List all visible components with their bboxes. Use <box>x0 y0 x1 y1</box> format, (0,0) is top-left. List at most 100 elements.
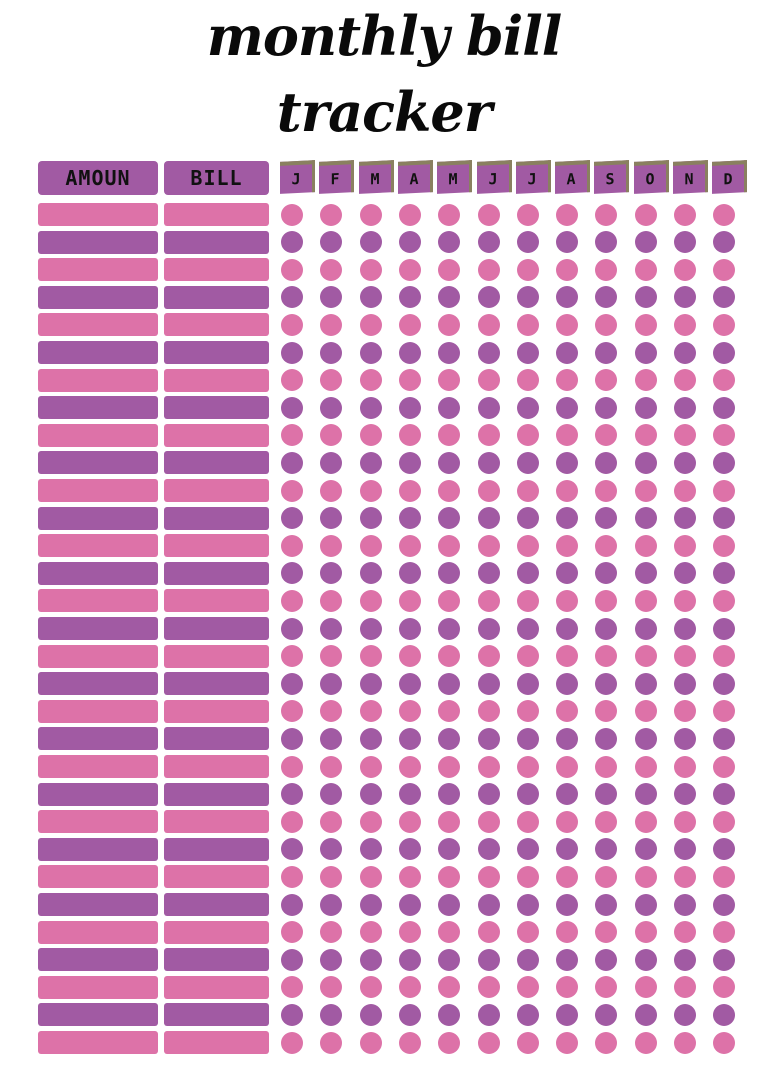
month-check-dot[interactable] <box>359 369 382 392</box>
amount-cell[interactable] <box>38 203 158 226</box>
month-check-dot[interactable] <box>320 313 343 336</box>
month-check-dot[interactable] <box>595 672 618 695</box>
month-check-dot[interactable] <box>634 507 657 530</box>
month-check-dot[interactable] <box>674 672 696 695</box>
bill-cell[interactable] <box>164 341 269 364</box>
month-check-dot[interactable] <box>634 1031 657 1054</box>
amount-cell[interactable] <box>38 368 158 392</box>
amount-cell[interactable] <box>38 451 158 475</box>
month-check-dot[interactable] <box>398 562 421 585</box>
month-check-dot[interactable] <box>634 893 657 916</box>
month-check-dot[interactable] <box>359 976 382 999</box>
month-check-dot[interactable] <box>595 838 618 861</box>
month-check-dot[interactable] <box>516 1031 539 1054</box>
bill-cell[interactable] <box>164 451 269 475</box>
month-check-dot[interactable] <box>516 231 539 254</box>
month-check-dot[interactable] <box>516 562 539 585</box>
month-check-dot[interactable] <box>320 810 343 833</box>
month-check-dot[interactable] <box>516 1003 539 1026</box>
month-check-dot[interactable] <box>556 396 579 419</box>
month-check-dot[interactable] <box>398 203 421 226</box>
month-check-dot[interactable] <box>556 451 579 474</box>
month-check-dot[interactable] <box>556 1031 579 1054</box>
month-check-dot[interactable] <box>281 1031 303 1054</box>
month-check-dot[interactable] <box>713 727 736 750</box>
month-check-dot[interactable] <box>556 479 579 502</box>
month-check-dot[interactable] <box>281 203 303 226</box>
month-check-dot[interactable] <box>320 1031 343 1054</box>
month-check-dot[interactable] <box>281 865 303 888</box>
bill-cell[interactable] <box>164 644 269 668</box>
month-check-dot[interactable] <box>398 507 421 530</box>
amount-cell[interactable] <box>38 589 158 613</box>
amount-cell[interactable] <box>38 948 158 972</box>
month-check-dot[interactable] <box>713 507 736 530</box>
month-check-dot[interactable] <box>359 838 382 861</box>
month-check-dot[interactable] <box>320 589 343 612</box>
month-check-dot[interactable] <box>674 424 696 447</box>
month-check-dot[interactable] <box>438 948 461 971</box>
month-check-dot[interactable] <box>713 562 736 585</box>
amount-cell[interactable] <box>38 561 158 585</box>
month-check-dot[interactable] <box>556 727 579 750</box>
bill-cell[interactable] <box>164 617 269 640</box>
month-check-dot[interactable] <box>359 700 382 723</box>
month-check-dot[interactable] <box>359 203 382 226</box>
month-check-dot[interactable] <box>438 369 461 392</box>
month-check-dot[interactable] <box>556 534 579 557</box>
month-check-dot[interactable] <box>438 203 461 226</box>
bill-cell[interactable] <box>164 368 269 392</box>
month-check-dot[interactable] <box>674 451 696 474</box>
month-check-dot[interactable] <box>516 451 539 474</box>
month-check-dot[interactable] <box>320 672 343 695</box>
month-check-dot[interactable] <box>713 921 736 944</box>
amount-cell[interactable] <box>38 479 158 502</box>
month-check-dot[interactable] <box>359 1031 382 1054</box>
month-check-dot[interactable] <box>398 534 421 557</box>
month-check-dot[interactable] <box>713 341 736 364</box>
bill-cell[interactable] <box>164 920 269 944</box>
amount-cell[interactable] <box>38 975 158 999</box>
month-check-dot[interactable] <box>477 534 500 557</box>
month-check-dot[interactable] <box>674 507 696 530</box>
month-check-dot[interactable] <box>595 1031 618 1054</box>
month-check-dot[interactable] <box>595 396 618 419</box>
month-check-dot[interactable] <box>438 424 461 447</box>
month-check-dot[interactable] <box>634 755 657 778</box>
amount-cell[interactable] <box>38 1003 158 1027</box>
month-check-dot[interactable] <box>320 948 343 971</box>
bill-cell[interactable] <box>164 865 269 889</box>
month-check-dot[interactable] <box>674 617 696 640</box>
month-check-dot[interactable] <box>595 810 618 833</box>
month-check-dot[interactable] <box>595 893 618 916</box>
month-check-dot[interactable] <box>398 700 421 723</box>
month-check-dot[interactable] <box>438 341 461 364</box>
month-check-dot[interactable] <box>713 589 736 612</box>
month-check-dot[interactable] <box>516 976 539 999</box>
month-check-dot[interactable] <box>438 562 461 585</box>
month-check-dot[interactable] <box>556 231 579 254</box>
month-check-dot[interactable] <box>556 672 579 695</box>
month-check-dot[interactable] <box>674 865 696 888</box>
month-check-dot[interactable] <box>595 1003 618 1026</box>
month-check-dot[interactable] <box>477 617 500 640</box>
month-check-dot[interactable] <box>398 672 421 695</box>
month-check-dot[interactable] <box>320 921 343 944</box>
month-check-dot[interactable] <box>359 865 382 888</box>
month-check-dot[interactable] <box>477 562 500 585</box>
bill-cell[interactable] <box>164 479 269 502</box>
month-check-dot[interactable] <box>438 727 461 750</box>
month-check-dot[interactable] <box>438 810 461 833</box>
month-check-dot[interactable] <box>398 451 421 474</box>
month-check-dot[interactable] <box>477 865 500 888</box>
month-check-dot[interactable] <box>595 313 618 336</box>
month-check-dot[interactable] <box>398 1031 421 1054</box>
month-check-dot[interactable] <box>713 645 736 668</box>
month-check-dot[interactable] <box>320 396 343 419</box>
month-check-dot[interactable] <box>556 589 579 612</box>
month-check-dot[interactable] <box>359 231 382 254</box>
month-check-dot[interactable] <box>516 645 539 668</box>
amount-cell[interactable] <box>38 1031 158 1054</box>
month-check-dot[interactable] <box>713 424 736 447</box>
month-check-dot[interactable] <box>438 258 461 281</box>
